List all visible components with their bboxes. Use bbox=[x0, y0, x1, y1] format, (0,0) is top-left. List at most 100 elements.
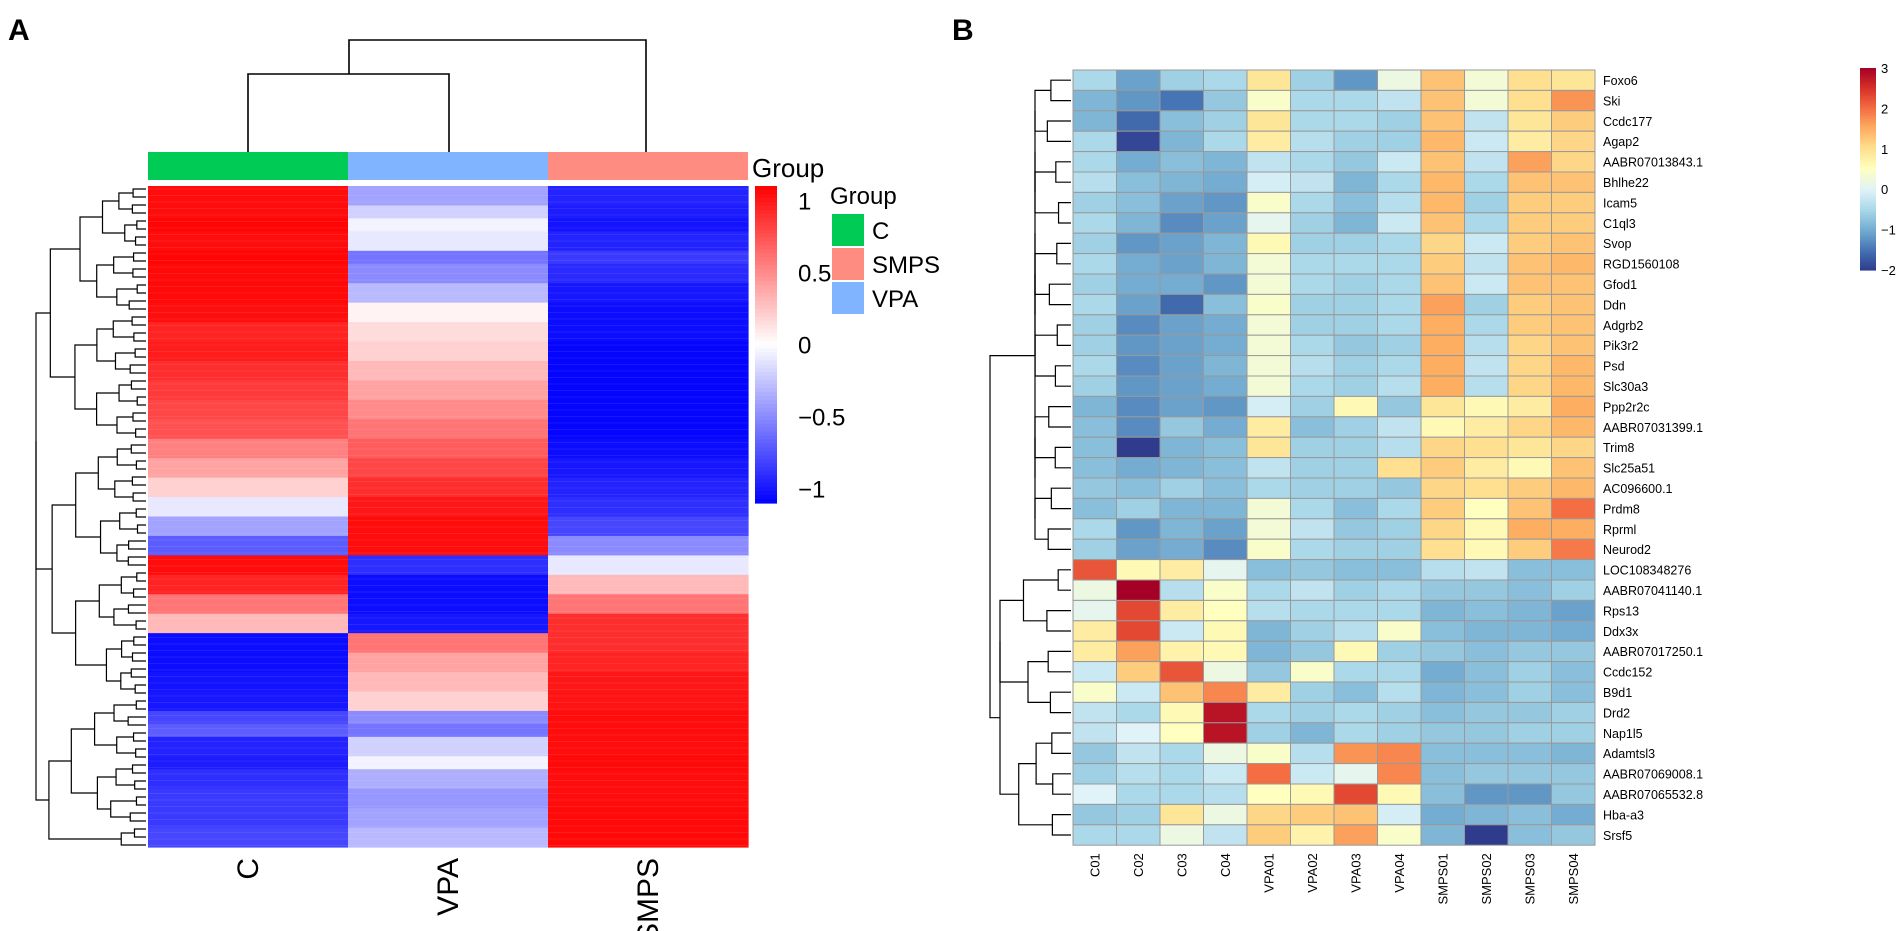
row-label-LOC108348276: LOC108348276 bbox=[1603, 564, 1691, 578]
dendrogram-branch bbox=[1056, 324, 1071, 346]
heatmap-b-cell bbox=[1420, 497, 1465, 520]
heatmap-b-cell bbox=[1507, 293, 1552, 316]
heatmap-a-cell bbox=[548, 477, 749, 498]
heatmap-a-cell bbox=[348, 723, 549, 738]
colorbar-a-segment bbox=[755, 423, 777, 429]
dendrogram-branch bbox=[124, 224, 137, 242]
heatmap-b-cell bbox=[1290, 436, 1335, 459]
heatmap-b-cell bbox=[1116, 130, 1161, 153]
heatmap-b-cell bbox=[1551, 232, 1596, 255]
colorbar-b-segment bbox=[1860, 118, 1876, 122]
heatmap-b-cell bbox=[1420, 783, 1465, 805]
heatmap-a-cell bbox=[348, 613, 549, 634]
heatmap-b-cell bbox=[1377, 375, 1422, 397]
colorbar-b-segment bbox=[1860, 131, 1876, 135]
heatmap-a-cell bbox=[348, 769, 549, 790]
colorbar-a-segment bbox=[755, 189, 777, 195]
heatmap-b-cell bbox=[1290, 640, 1335, 663]
colorbar-b-segment bbox=[1860, 196, 1876, 200]
heatmap-b-cell bbox=[1116, 293, 1161, 316]
heatmap-a-cell bbox=[348, 555, 549, 576]
heatmap-a-cell bbox=[548, 555, 749, 576]
heatmap-b-cell bbox=[1377, 110, 1422, 132]
heatmap-b-cell bbox=[1159, 375, 1204, 397]
heatmap-b-cell bbox=[1420, 69, 1465, 91]
heatmap-b-cell bbox=[1420, 171, 1465, 193]
heatmap-b-cell bbox=[1420, 559, 1465, 581]
heatmap-a-cell bbox=[348, 205, 549, 220]
heatmap-b-cell bbox=[1072, 69, 1117, 91]
row-label-Hba-a3: Hba-a3 bbox=[1603, 808, 1644, 822]
heatmap-b-cell bbox=[1246, 171, 1291, 193]
colorbar-b-tick-label: −1 bbox=[1881, 223, 1896, 238]
colorbar-a-segment bbox=[755, 451, 777, 457]
heatmap-b-cell bbox=[1203, 640, 1248, 663]
heatmap-b-cell bbox=[1072, 171, 1117, 193]
heatmap-b-cell bbox=[1377, 640, 1422, 663]
heatmap-b-cell bbox=[1116, 212, 1161, 234]
heatmap-a-cell bbox=[148, 477, 349, 498]
heatmap-b-cell bbox=[1464, 620, 1509, 642]
heatmap-b-cell bbox=[1246, 742, 1291, 765]
panel-a-column-dendrogram bbox=[247, 39, 647, 152]
heatmap-a-cell bbox=[348, 360, 549, 382]
colorbar-b-segment bbox=[1860, 153, 1876, 157]
colorbar-b-segment bbox=[1860, 70, 1876, 74]
dendrogram-branch bbox=[1050, 79, 1071, 102]
heatmap-b-cell bbox=[1420, 110, 1465, 132]
heatmap-b-cell bbox=[1246, 416, 1291, 438]
heatmap-b-cell bbox=[1551, 293, 1596, 316]
dendrogram-branch bbox=[48, 760, 122, 840]
colorbar-a-segment bbox=[755, 213, 777, 219]
heatmap-b-cell bbox=[1203, 701, 1248, 724]
heatmap-b-cell bbox=[1377, 538, 1422, 561]
heatmap-b-cell bbox=[1464, 783, 1509, 805]
dendrogram-branch bbox=[1051, 732, 1071, 754]
heatmap-b-cell bbox=[1377, 559, 1422, 581]
heatmap-b-cell bbox=[1420, 89, 1465, 112]
heatmap-b-cell bbox=[1290, 477, 1335, 499]
colorbar-a-segment bbox=[755, 455, 777, 461]
heatmap-b-cell bbox=[1507, 803, 1552, 826]
heatmap-b-cell bbox=[1507, 497, 1552, 520]
heatmap-b-cell bbox=[1333, 661, 1378, 683]
heatmap-b-cell bbox=[1246, 763, 1291, 785]
heatmap-b-cell bbox=[1246, 69, 1291, 91]
heatmap-b-cell bbox=[1420, 191, 1465, 214]
dendrogram-branch bbox=[129, 364, 146, 374]
heatmap-b-cell bbox=[1159, 701, 1204, 724]
colorbar-a-segment bbox=[755, 328, 777, 334]
heatmap-b-cell bbox=[1290, 253, 1335, 275]
heatmap-b-cell bbox=[1246, 110, 1291, 132]
dendrogram-branch bbox=[1056, 242, 1071, 265]
panel-a-label: A bbox=[8, 14, 30, 47]
colorbar-b-segment bbox=[1860, 75, 1876, 79]
heatmap-b-cell bbox=[1116, 497, 1161, 520]
heatmap-b-cell bbox=[1420, 824, 1465, 846]
heatmap-b-cell bbox=[1551, 722, 1596, 744]
column-label-C02: C02 bbox=[1131, 853, 1146, 877]
colorbar-a-segment bbox=[755, 277, 777, 282]
heatmap-a-cell bbox=[548, 652, 749, 673]
heatmap-a-cell bbox=[348, 672, 549, 693]
heatmap-b-cell bbox=[1203, 742, 1248, 765]
colorbar-a-segment bbox=[755, 392, 777, 397]
heatmap-a-cell bbox=[548, 205, 749, 220]
heatmap-b-cell bbox=[1420, 722, 1465, 744]
heatmap-b-cell bbox=[1464, 803, 1509, 826]
dendrogram-branch bbox=[1035, 742, 1053, 785]
heatmap-a-cell bbox=[148, 302, 349, 323]
dendrogram-branch bbox=[135, 428, 146, 438]
heatmap-b-cell bbox=[1116, 742, 1161, 765]
colorbar-b-segment bbox=[1860, 136, 1876, 140]
heatmap-a-cell bbox=[548, 691, 749, 712]
colorbar-a-segment bbox=[755, 273, 777, 278]
heatmap-a-cell bbox=[148, 186, 349, 207]
heatmap-b-cell bbox=[1333, 151, 1378, 173]
heatmap-b-cell bbox=[1203, 538, 1248, 561]
row-label-AC096600.1: AC096600.1 bbox=[1603, 482, 1673, 496]
dendrogram-branch bbox=[105, 648, 122, 682]
dendrogram-branch bbox=[135, 460, 146, 470]
heatmap-b-cell bbox=[1333, 130, 1378, 153]
colorbar-b-segment bbox=[1860, 249, 1876, 253]
